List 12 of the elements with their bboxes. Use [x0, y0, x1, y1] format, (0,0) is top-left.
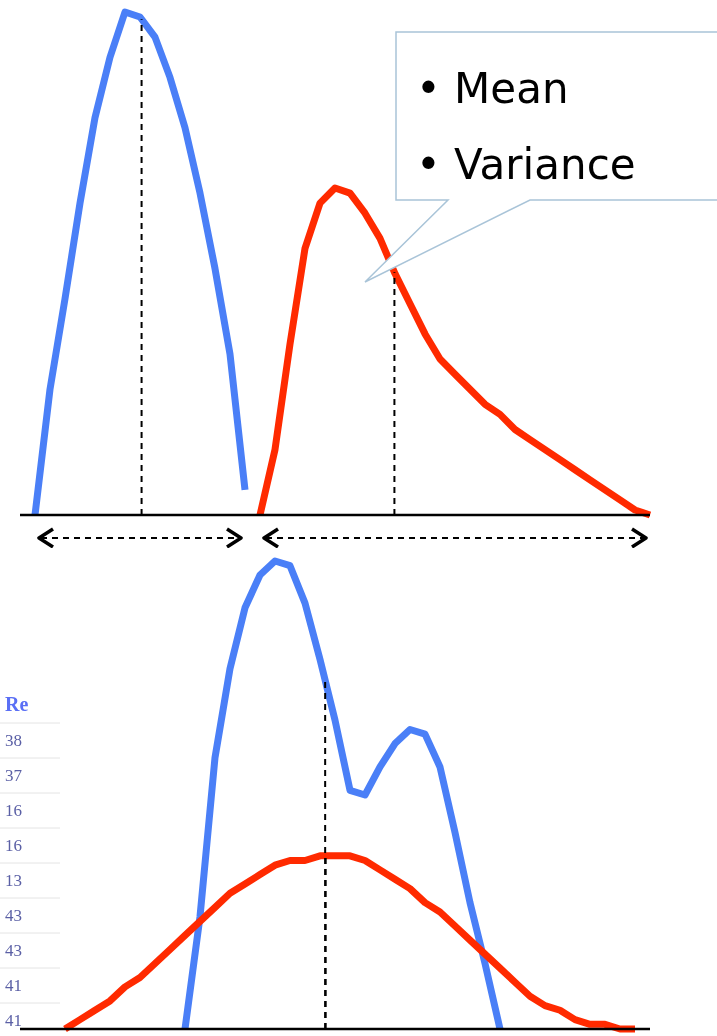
annotation: 38 — [5, 731, 22, 750]
annotation: 13 — [5, 871, 22, 890]
annotation: 37 — [5, 766, 23, 785]
annotation: 16 — [5, 801, 22, 820]
annotation: • Variance — [416, 140, 636, 189]
annotation: • Mean — [416, 64, 569, 113]
annotation: 41 — [5, 976, 22, 995]
annotation: 43 — [5, 906, 22, 925]
annotation: 16 — [5, 836, 22, 855]
annotation: Re — [5, 693, 29, 715]
annotation: 43 — [5, 941, 22, 960]
annotation: 41 — [5, 1011, 22, 1030]
